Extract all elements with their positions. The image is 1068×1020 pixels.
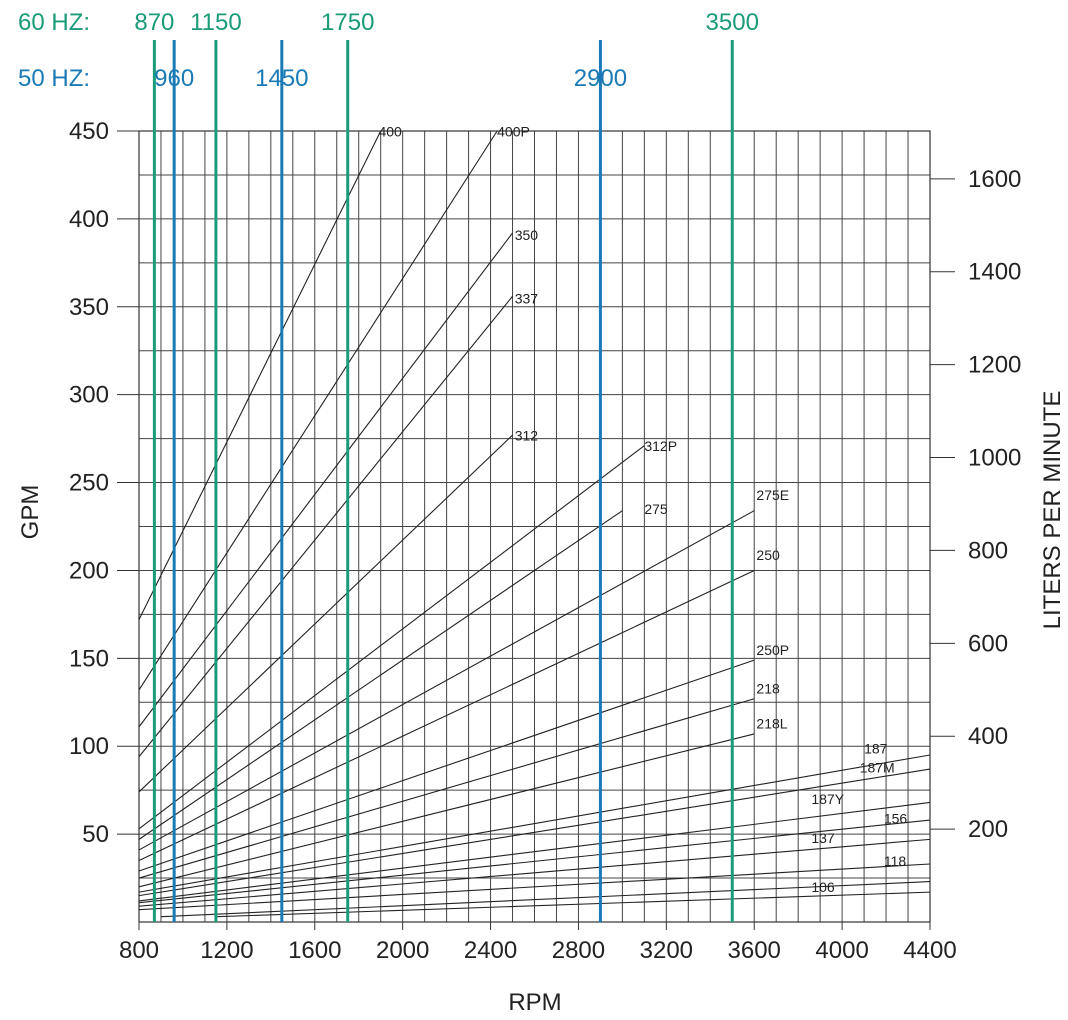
pump-curve-label: 337 xyxy=(515,290,539,306)
y2-tick-label: 1600 xyxy=(968,166,1021,193)
y-tick-label: 150 xyxy=(69,645,109,672)
y-tick-label: 300 xyxy=(69,382,109,409)
rpm-50hz-label: 960 xyxy=(154,65,194,92)
pump-curve-label: 312P xyxy=(644,438,677,454)
pump-curve-line xyxy=(138,130,382,620)
pump-curve-line xyxy=(138,768,931,897)
x-axis-label: RPM xyxy=(508,989,561,1016)
pump-curve-label: 137 xyxy=(811,830,835,846)
pump-curve-label: 400P xyxy=(497,123,530,139)
y2-tick-label: 1200 xyxy=(968,352,1021,379)
x-tick-label: 3600 xyxy=(728,937,781,964)
x-tick-label: 2000 xyxy=(376,937,429,964)
pump-curve-label: 156 xyxy=(884,811,908,827)
pump-curve-line xyxy=(138,510,755,851)
plot-border xyxy=(138,130,931,923)
y2-tick-label: 600 xyxy=(968,630,1008,657)
pump-curve-line xyxy=(138,733,755,888)
pump-curve-line xyxy=(138,819,931,904)
y2-axis-label: LITERS PER MINUTE xyxy=(1039,391,1066,630)
x-tick-label: 3200 xyxy=(640,937,693,964)
pump-curve-line xyxy=(160,881,931,918)
pump-curve-label: 187M xyxy=(860,760,895,776)
y-tick-label: 100 xyxy=(69,733,109,760)
pump-curve-line xyxy=(138,569,755,861)
rpm-60hz-label: 3500 xyxy=(706,9,759,36)
pump-curve-label: 250 xyxy=(756,547,780,563)
x-tick-label: 1200 xyxy=(200,937,253,964)
pump-curve-line xyxy=(138,659,755,872)
pump-curve-label: 275E xyxy=(756,487,789,503)
pump-curve-line xyxy=(138,698,755,879)
pump-curve-label: 106 xyxy=(811,879,835,895)
pump-curve-line xyxy=(138,445,645,830)
rpm-60hz-label: 870 xyxy=(134,9,174,36)
plot-frame xyxy=(138,130,931,923)
x-tick-label: 2400 xyxy=(464,937,517,964)
y-tick-label: 350 xyxy=(69,294,109,321)
x-tick-label: 4000 xyxy=(815,937,868,964)
x-tick-label: 800 xyxy=(119,937,159,964)
x-tick-label: 2800 xyxy=(552,937,605,964)
pump-curve-label: 187 xyxy=(864,740,888,756)
axis-ticks: 800 1200 1600 2000 2400 2800 3200 3600 4000 4400 5… xyxy=(69,118,1021,964)
pump-curve-line xyxy=(138,838,931,907)
pump-curve-label: 400 xyxy=(378,123,402,139)
pump-curve-label: 312 xyxy=(515,427,539,443)
pump-curve-label: 118 xyxy=(884,853,907,869)
pump-curve-label: 275 xyxy=(644,501,668,517)
rpm-60hz-label: 1150 xyxy=(190,9,242,36)
y2-tick-label: 400 xyxy=(968,723,1008,750)
y-tick-label: 250 xyxy=(69,470,109,497)
y2-tick-label: 1400 xyxy=(968,259,1021,286)
pump-curve-label: 218 xyxy=(756,680,780,696)
y-tick-label: 450 xyxy=(69,118,109,145)
pump-curve-line xyxy=(215,891,931,918)
y2-tick-label: 1000 xyxy=(968,445,1021,472)
pump-curve-line xyxy=(138,232,513,728)
rpm-60hz-label: 1750 xyxy=(321,9,374,36)
hz60-label: 60 HZ: xyxy=(18,9,90,36)
rpm-50hz-label: 1450 xyxy=(255,65,308,92)
pump-curve-label: 218L xyxy=(756,716,787,732)
pump-curve-line xyxy=(138,510,623,840)
pump-curve-line xyxy=(138,754,931,893)
y-tick-label: 200 xyxy=(69,557,109,584)
x-tick-label: 4400 xyxy=(903,937,956,964)
y2-tick-label: 800 xyxy=(968,537,1008,564)
pump-curve-label: 350 xyxy=(515,227,539,243)
y-tick-label: 50 xyxy=(82,821,109,848)
rpm-50hz-label: 2900 xyxy=(574,65,627,92)
pump-curve-line xyxy=(138,801,931,902)
frequency-lines: 870 1150 1750 3500 960 1450 2900 xyxy=(134,9,759,922)
pump-curve-label: 250P xyxy=(756,642,789,658)
pump-curve-label: 187Y xyxy=(811,791,844,807)
pump-curve-line xyxy=(138,295,513,758)
pump-curve-line xyxy=(138,130,498,691)
y-axis-label: GPM xyxy=(17,485,44,540)
pump-curve-line xyxy=(138,863,931,911)
pump-curve-line xyxy=(138,434,513,793)
pump-curves: 400 400P 350 337 312 312P 275 275E 250 250P 218 218… xyxy=(138,123,931,918)
hz50-label: 50 HZ: xyxy=(18,65,90,92)
x-tick-label: 1600 xyxy=(288,937,341,964)
y-tick-label: 400 xyxy=(69,206,109,233)
y2-tick-label: 200 xyxy=(968,816,1008,843)
